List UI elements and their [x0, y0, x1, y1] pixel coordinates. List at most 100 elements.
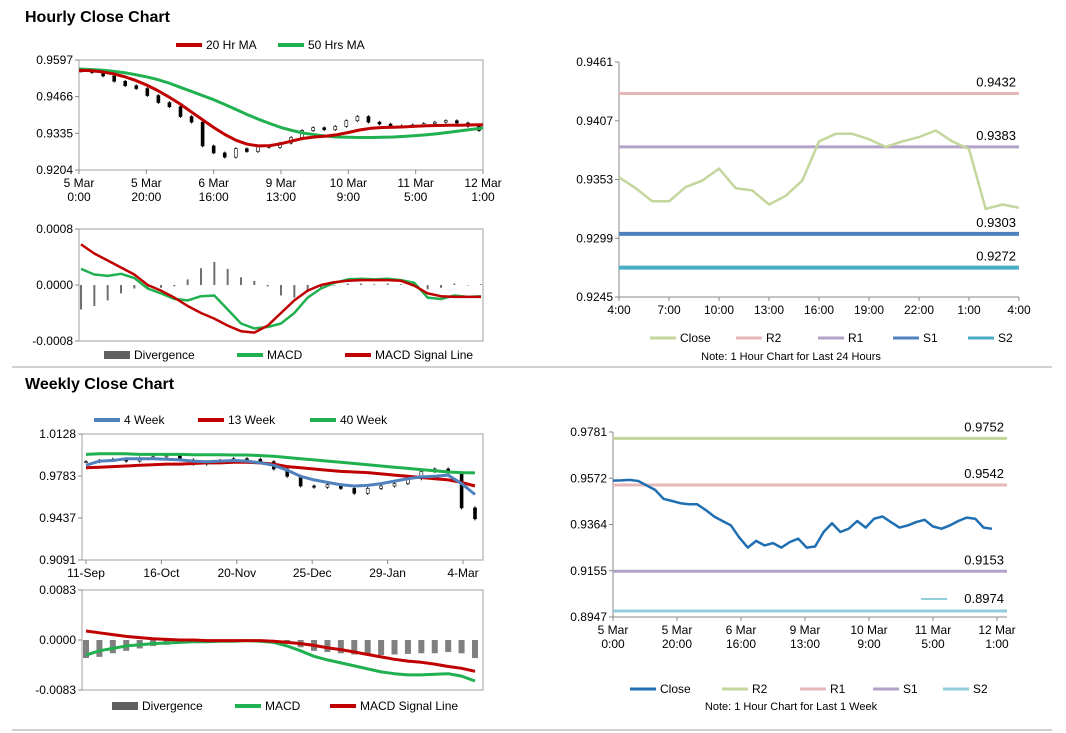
- weekly-detail-x-tick-label: 0:00: [601, 637, 625, 651]
- intraday-legend-r2-label: R2: [766, 331, 782, 345]
- hourly-price-candle-body: [211, 145, 216, 154]
- weekly-divergence-bar: [404, 640, 411, 654]
- weekly-price-candle-body: [245, 458, 249, 460]
- weekly-40wk-line: [85, 452, 476, 475]
- hourly-price-x-tick-label: 5:00: [404, 190, 428, 204]
- hourly-price-x-tick-label: 16:00: [199, 190, 229, 204]
- weekly-divergence-legend-label: Divergence: [142, 699, 203, 713]
- weekly-signal-line: [85, 629, 476, 673]
- weekly-price-candle-body: [459, 472, 464, 509]
- weekly-detail-x-tick-label: 10 Mar: [850, 623, 887, 637]
- hourly-price-candle-body: [178, 106, 183, 117]
- intraday-note: Note: 1 Hour Chart for Last 24 Hours: [701, 351, 881, 363]
- hourly-divergence-bar: [453, 283, 456, 285]
- weekly-detail-y-tick-label: 0.9781: [570, 425, 607, 439]
- hourly-price-candle-body: [222, 152, 227, 158]
- hourly-macd-y-tick-label: 0.0008: [36, 222, 73, 236]
- weekly-detail-y-tick-label: 0.9572: [570, 471, 607, 485]
- hourly-price-candle-body: [455, 120, 459, 124]
- weekly-detail-x-tick-label: 20:00: [662, 637, 692, 651]
- weekly-divergence-bar: [83, 640, 89, 659]
- hourly-price-candle-body: [123, 80, 128, 87]
- weekly-divergence-bar: [96, 640, 103, 657]
- weekly-4wk-legend-label: 4 Week: [124, 413, 165, 427]
- intraday-x-tick-label: 4:00: [1007, 303, 1031, 317]
- hourly-price-candle-body: [156, 95, 161, 103]
- hourly-divergence-bar: [293, 285, 296, 298]
- weekly-macd-legend-label: MACD: [265, 699, 301, 713]
- weekly-divergence-bar: [458, 640, 465, 654]
- intraday-legend-s2-label: S2: [998, 331, 1013, 345]
- weekly-detail-legend-r2-label: R2: [752, 682, 768, 696]
- weekly-divergence-bar: [418, 640, 425, 654]
- hourly-price-candle-body: [233, 148, 238, 158]
- hourly-divergence-bar: [200, 268, 202, 285]
- weekly-price-x-tick-label: 4-Mar: [447, 566, 478, 580]
- weekly-divergence-bar: [431, 640, 438, 654]
- hourly-divergence-bar: [106, 285, 109, 301]
- hourly-divergence-bar: [480, 284, 482, 285]
- weekly-divergence-bar: [364, 640, 371, 656]
- hourly-divergence-bar: [320, 285, 322, 289]
- hourly-macd-y-tick-label: -0.0008: [32, 334, 73, 348]
- intraday-x-tick-label: 4:00: [607, 303, 631, 317]
- weekly-divergence-bar: [337, 640, 344, 654]
- hourly-divergence-bar: [133, 285, 136, 289]
- weekly-detail-y-tick-label: 0.9364: [570, 518, 607, 532]
- weekly-price-candle-body: [379, 485, 383, 489]
- weekly-4wk-line: [85, 457, 476, 496]
- weekly-price-candle-body: [392, 483, 397, 487]
- intraday-legend-s1-label: S1: [923, 331, 938, 345]
- hourly-price-candle-body: [134, 85, 139, 89]
- weekly-13wk-line: [85, 460, 476, 488]
- intraday-legend-r1-label: R1: [848, 331, 864, 345]
- hourly-section-title: Hourly Close Chart: [25, 9, 171, 26]
- weekly-macd-y-tick-label: -0.0083: [35, 683, 76, 697]
- weekly-detail-level-label-r2: 0.9752: [964, 419, 1004, 434]
- intraday-legend-close-label: Close: [680, 331, 711, 345]
- weekly-detail-x-tick-label: 13:00: [790, 637, 820, 651]
- weekly-detail-x-tick-label: 9:00: [857, 637, 881, 651]
- weekly-detail-legend-r1-label: R1: [830, 682, 846, 696]
- hourly-price-x-tick-label: 5 Mar: [64, 176, 95, 190]
- weekly-divergence-bar: [109, 640, 116, 654]
- hourly-price-candle-body: [333, 126, 338, 130]
- hourly-price-x-tick-label: 10 Mar: [330, 176, 367, 190]
- hourly-price-candle-body: [444, 120, 448, 123]
- intraday-x-tick-label: 7:00: [657, 303, 681, 317]
- hourly-divergence-bar: [213, 261, 216, 285]
- hourly-divergence-bar: [146, 285, 149, 289]
- weekly-detail-legend-s1-label: S1: [903, 682, 918, 696]
- hourly-ma20-legend-label: 20 Hr MA: [206, 38, 257, 52]
- weekly-divergence-bar: [351, 640, 358, 655]
- weekly-detail-note: Note: 1 Hour Chart for Last 1 Week: [705, 701, 878, 713]
- hourly-price-candle-body: [344, 120, 349, 127]
- intraday-x-tick-label: 19:00: [854, 303, 884, 317]
- weekly-signal-legend-label: MACD Signal Line: [360, 699, 458, 713]
- weekly-detail-x-tick-label: 5 Mar: [598, 623, 629, 637]
- intraday-level-label-s1: 0.9303: [976, 215, 1016, 230]
- weekly-price-y-tick-label: 0.9437: [39, 511, 76, 525]
- hourly-divergence-bar: [160, 285, 162, 288]
- hourly-divergence-bar: [386, 283, 389, 285]
- hourly-price-x-tick-label: 6 Mar: [198, 176, 229, 190]
- weekly-detail-x-tick-label: 1:00: [985, 637, 1009, 651]
- hourly-price-x-tick-label: 11 Mar: [397, 176, 433, 190]
- intraday-level-label-s2: 0.9272: [976, 249, 1016, 264]
- weekly-divergence-bar: [472, 640, 478, 659]
- hourly-macd-line: [80, 267, 482, 330]
- hourly-divergence-bar: [333, 285, 336, 286]
- hourly-divergence-bar: [80, 285, 82, 310]
- weekly-price-y-tick-label: 0.9783: [39, 469, 76, 483]
- hourly-divergence-bar: [426, 285, 429, 290]
- weekly-price-y-tick-label: 1.0128: [39, 427, 76, 441]
- weekly-divergence-bar: [445, 640, 452, 653]
- weekly-macd-y-tick-label: 0.0000: [39, 633, 76, 647]
- hourly-divergence-bar: [306, 285, 309, 292]
- hourly-price-candle-body: [245, 148, 249, 152]
- weekly-40wk-legend-label: 40 Week: [340, 413, 388, 427]
- intraday-x-tick-label: 13:00: [754, 303, 784, 317]
- weekly-detail-x-tick-label: 6 Mar: [726, 623, 757, 637]
- weekly-detail-x-tick-label: 16:00: [726, 637, 756, 651]
